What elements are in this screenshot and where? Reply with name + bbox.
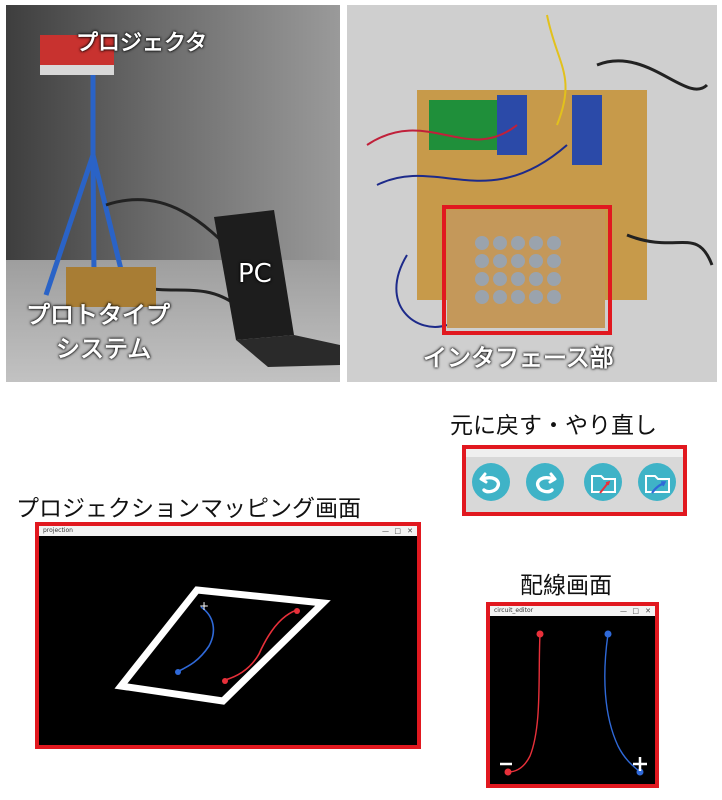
photo-prototype-illustration [6,5,340,382]
projection-window: projection — □ ✕ + [35,522,421,749]
toolbar-titlebar [466,449,683,457]
undo-button[interactable] [472,463,510,501]
minimize-icon[interactable]: — [620,607,627,615]
photo-prototype-setup: プロジェクタ PC プロトタイプ システム [6,5,340,382]
wiring-window-title: circuit_editor [494,607,534,614]
label-prototype-line2: システム [56,335,152,363]
blue-wire [604,633,641,773]
label-prototype-line1: プロトタイプ [26,301,170,329]
red-terminal-dot-top [294,608,300,614]
minimize-icon[interactable]: — [382,527,389,535]
undo-icon [479,472,501,494]
red-terminal-dot-bottom [504,768,512,776]
redo-icon [535,472,557,494]
save-file-button[interactable] [638,463,676,501]
caption-wiring-screen: 配線画面 [520,573,612,599]
plus-terminal-icon [633,757,647,771]
projection-canvas[interactable]: + [39,536,417,745]
projection-board-outline [114,586,331,705]
wiring-window: circuit_editor — □ ✕ [486,602,659,788]
blue-terminal-dot-top [604,630,612,638]
blue-terminal-dot-bottom [636,768,644,776]
wiring-canvas[interactable] [490,616,655,784]
caption-projection-mapping: プロジェクションマッピング画面 [16,496,361,522]
label-projector: プロジェクタ [76,31,208,56]
photo-interface-illustration [347,5,717,382]
red-wire [224,609,298,681]
plus-terminal-icon: + [199,599,209,613]
caption-undo-redo: 元に戻す・やり直し [450,413,657,439]
photo-interface-closeup: インタフェース部 [347,5,717,382]
folder-open-icon [591,475,616,494]
maximize-icon[interactable]: □ [632,607,639,615]
toolbar-window [462,445,687,516]
maximize-icon[interactable]: □ [394,527,401,535]
interface-highlight-frame [442,205,612,335]
open-file-button[interactable] [584,463,622,501]
folder-save-icon [645,475,670,494]
label-pc: PC [238,259,272,289]
red-terminal-dot-bottom [222,678,228,684]
blue-wire [178,606,215,672]
close-icon[interactable]: ✕ [645,607,651,615]
red-terminal-dot-top [536,630,544,638]
red-wire [507,633,541,773]
projection-titlebar: projection [39,526,417,536]
label-interface: インタフェース部 [423,344,614,372]
redo-button[interactable] [526,463,564,501]
blue-terminal-dot [175,669,181,675]
projection-window-title: projection [43,527,73,534]
close-icon[interactable]: ✕ [407,527,413,535]
wiring-titlebar: circuit_editor [490,606,655,616]
